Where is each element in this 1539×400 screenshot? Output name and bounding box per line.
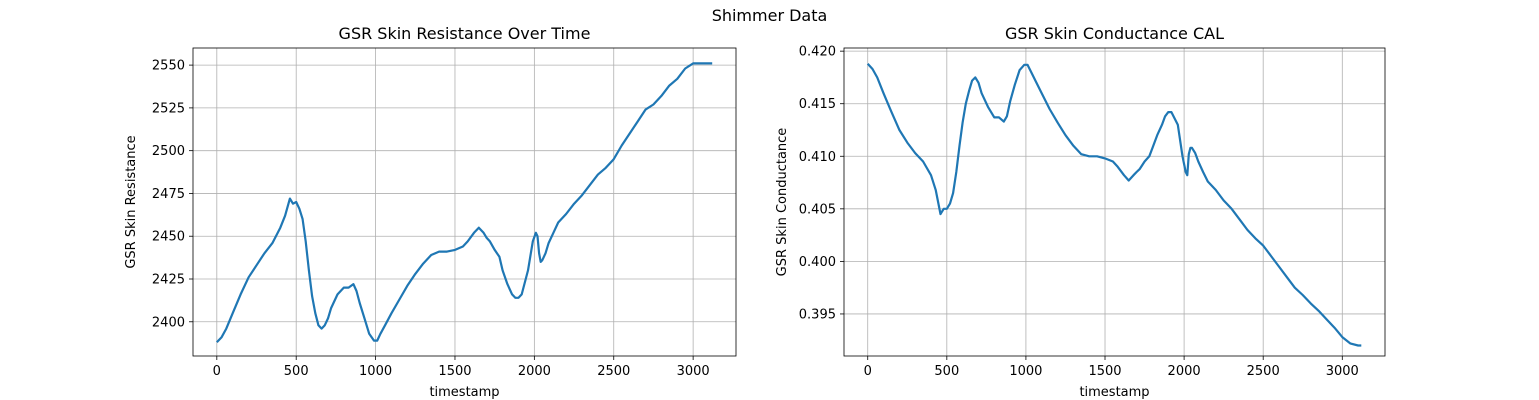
y-tick-label: 2500 — [152, 144, 185, 159]
series-line — [215, 62, 713, 344]
x-tick-label: 2000 — [518, 364, 551, 379]
x-tick-label: 2500 — [1247, 364, 1280, 379]
chart-title: GSR Skin Conductance CAL — [1005, 24, 1224, 43]
x-tick-label: 0 — [864, 364, 872, 379]
x-axis-label: timestamp — [429, 385, 499, 400]
y-tick-label: 0.420 — [799, 45, 836, 60]
y-tick-label: 2450 — [152, 230, 185, 245]
plot-frame — [843, 47, 1386, 357]
x-tick-label: 2000 — [1168, 364, 1201, 379]
figure-suptitle: Shimmer Data — [711, 6, 828, 25]
x-tick-label: 500 — [934, 364, 959, 379]
x-tick-label: 1000 — [359, 364, 392, 379]
plot-frame — [192, 47, 737, 357]
y-tick-label: 2425 — [152, 273, 185, 288]
x-axis-label: timestamp — [1079, 385, 1149, 400]
y-tick-label: 0.400 — [799, 255, 836, 270]
y-tick-label: 0.415 — [799, 97, 836, 112]
y-axis-label: GSR Skin Conductance — [775, 128, 790, 277]
x-tick-label: 1000 — [1009, 364, 1042, 379]
x-tick-label: 0 — [213, 364, 221, 379]
y-tick-label: 0.410 — [799, 150, 836, 165]
y-tick-label: 2400 — [152, 315, 185, 330]
x-tick-label: 3000 — [677, 364, 710, 379]
y-axis-label: GSR Skin Resistance — [124, 135, 139, 268]
x-tick-label: 500 — [284, 364, 309, 379]
y-tick-label: 2475 — [152, 187, 185, 202]
chart-conductance: 0 500 1000 1500 2000 2500 3000 0.395 0.400 0.405 0… — [775, 24, 1386, 400]
x-tick-label: 2500 — [597, 364, 630, 379]
x-tick-label: 1500 — [438, 364, 471, 379]
x-tick-label: 1500 — [1088, 364, 1121, 379]
x-tick-label: 3000 — [1326, 364, 1359, 379]
y-tick-label: 0.405 — [799, 202, 836, 217]
chart-title: GSR Skin Resistance Over Time — [339, 24, 591, 43]
y-tick-label: 0.395 — [799, 307, 836, 322]
y-tick-label: 2525 — [152, 101, 185, 116]
y-tick-label: 2550 — [152, 59, 185, 74]
series-line — [866, 63, 1362, 347]
chart-resistance: 0 500 1000 1500 2000 2500 3000 2400 2425 2450 2475… — [124, 24, 737, 400]
